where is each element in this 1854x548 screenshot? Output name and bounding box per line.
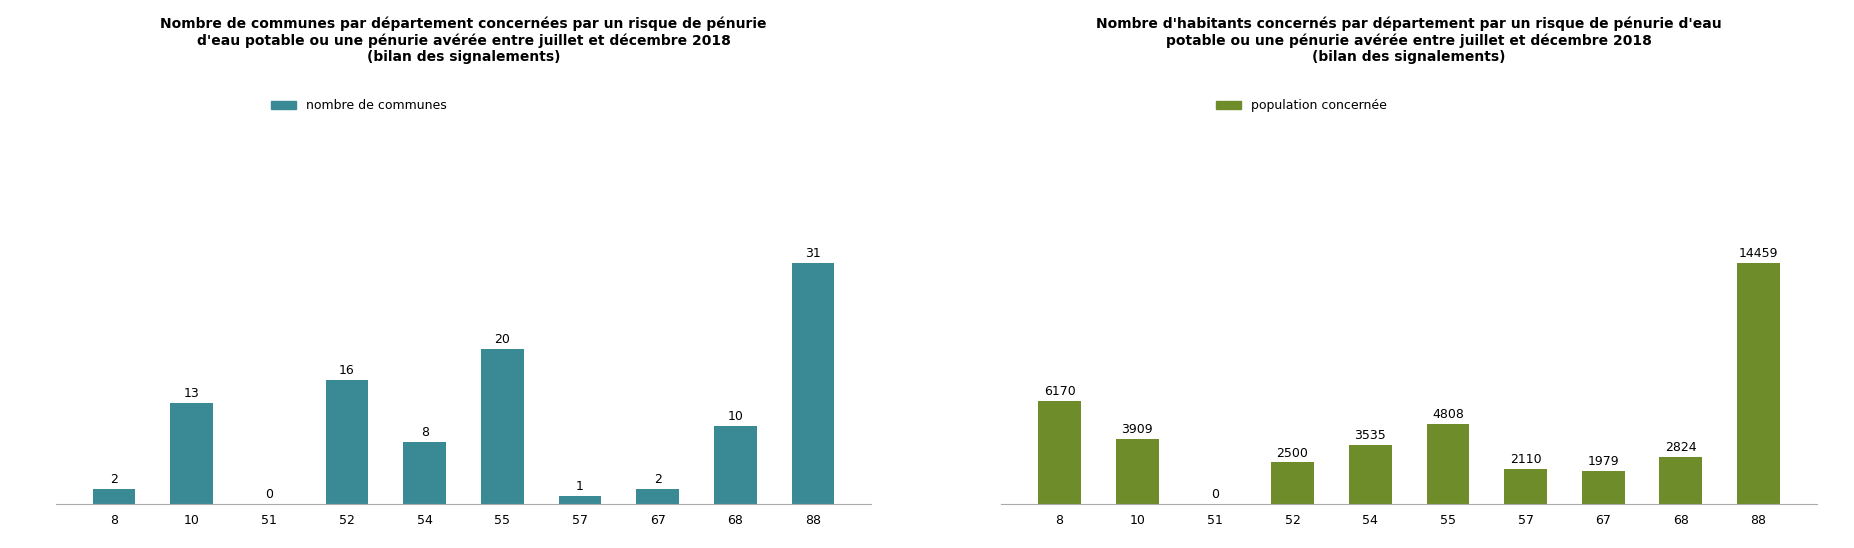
Text: 13: 13 bbox=[184, 387, 200, 400]
Text: 1979: 1979 bbox=[1587, 455, 1619, 468]
Bar bbox=[93, 489, 135, 504]
Text: 1: 1 bbox=[577, 481, 584, 494]
Text: 2: 2 bbox=[654, 473, 662, 486]
Text: Nombre d'habitants concernés par département par un risque de pénurie d'eau
pota: Nombre d'habitants concernés par départe… bbox=[1096, 16, 1722, 64]
Bar bbox=[1659, 457, 1702, 504]
Legend: nombre de communes: nombre de communes bbox=[265, 94, 452, 117]
Text: 2824: 2824 bbox=[1665, 441, 1696, 454]
Bar bbox=[1426, 424, 1468, 504]
Bar bbox=[480, 349, 523, 504]
Text: 8: 8 bbox=[421, 426, 428, 439]
Text: 16: 16 bbox=[339, 364, 354, 377]
Text: 4808: 4808 bbox=[1431, 408, 1465, 421]
Bar bbox=[1116, 439, 1159, 504]
Text: Nombre de communes par département concernées par un risque de pénurie
d'eau pot: Nombre de communes par département conce… bbox=[159, 16, 768, 64]
Text: 10: 10 bbox=[727, 410, 743, 424]
Bar bbox=[558, 496, 601, 504]
Bar bbox=[714, 426, 756, 504]
Text: 6170: 6170 bbox=[1044, 385, 1075, 398]
Text: 20: 20 bbox=[495, 333, 510, 346]
Text: 3909: 3909 bbox=[1122, 423, 1153, 436]
Bar bbox=[1737, 263, 1780, 504]
Bar bbox=[1581, 471, 1624, 504]
Text: 31: 31 bbox=[805, 247, 821, 260]
Text: 2110: 2110 bbox=[1509, 453, 1541, 466]
Text: 2: 2 bbox=[109, 473, 119, 486]
Bar bbox=[1038, 401, 1081, 504]
Bar bbox=[326, 380, 369, 504]
Bar bbox=[792, 263, 834, 504]
Bar bbox=[171, 403, 213, 504]
Text: 2500: 2500 bbox=[1277, 447, 1309, 460]
Bar bbox=[1504, 469, 1546, 504]
Text: 0: 0 bbox=[1211, 488, 1218, 501]
Text: 3535: 3535 bbox=[1353, 429, 1387, 442]
Text: 14459: 14459 bbox=[1739, 247, 1778, 260]
Text: 0: 0 bbox=[265, 488, 273, 501]
Bar bbox=[1272, 463, 1314, 504]
Bar bbox=[1350, 445, 1392, 504]
Bar bbox=[404, 442, 447, 504]
Legend: population concernée: population concernée bbox=[1211, 94, 1392, 117]
Bar bbox=[636, 489, 679, 504]
